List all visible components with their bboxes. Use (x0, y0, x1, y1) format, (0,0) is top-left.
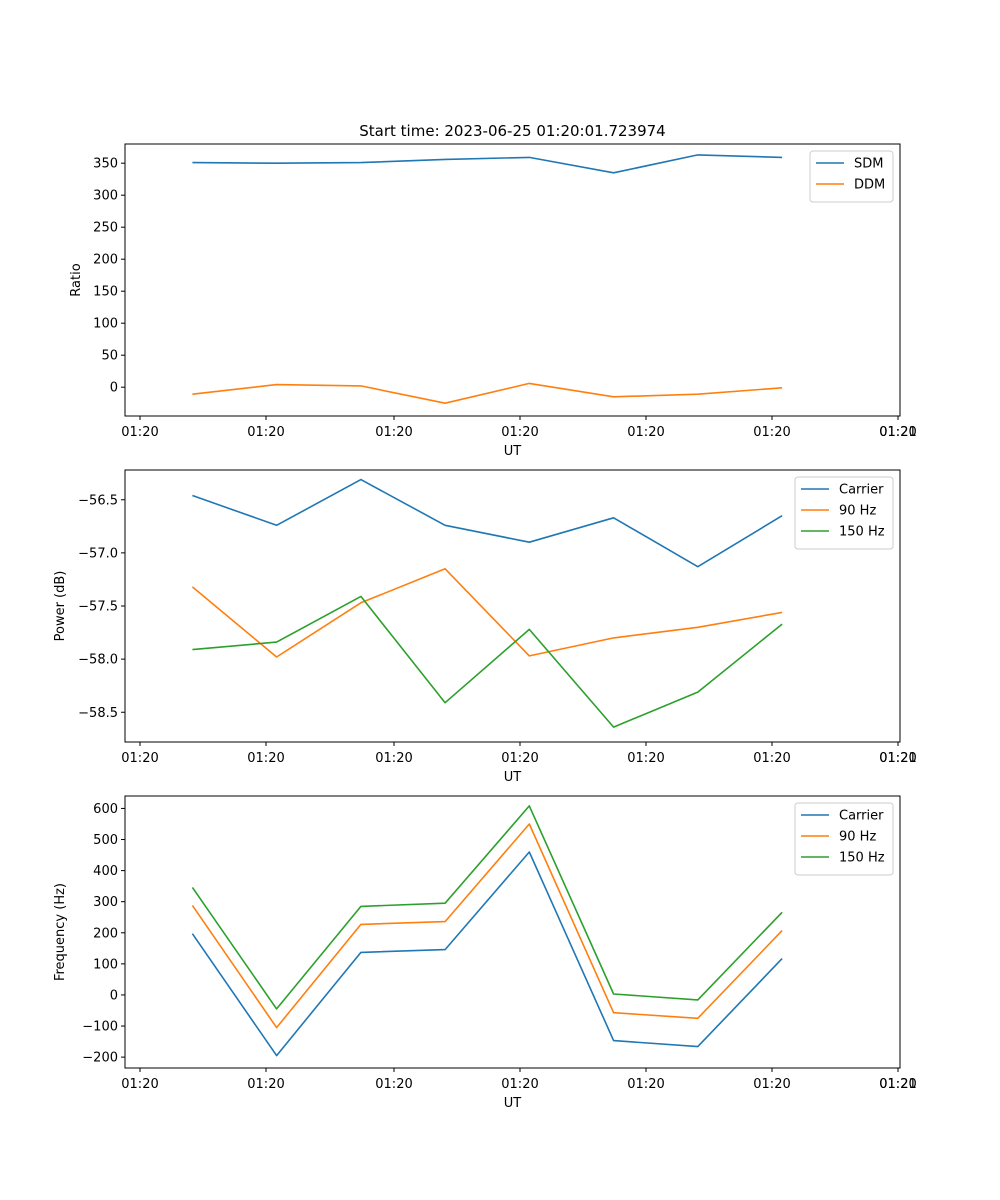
legend-label: 90 Hz (839, 504, 876, 519)
axes-frame (124, 143, 901, 417)
x-axis-label: UT (504, 444, 522, 459)
x-tick-label: 01:20 (121, 1077, 158, 1092)
y-tick-label: −57.0 (78, 546, 118, 561)
y-axis-label: Ratio (69, 263, 84, 296)
legend-label: 90 Hz (839, 830, 876, 845)
x-tick-label: 01:20 (375, 1077, 412, 1092)
x-tick-label: 01:20 (627, 1077, 664, 1092)
y-tick-label: 400 (93, 864, 118, 879)
x-tick-label: 01:20 (501, 1077, 538, 1092)
series-line-carrier (192, 478, 783, 568)
y-tick-label: 300 (93, 895, 118, 910)
x-tick-label: 01:20 (375, 425, 412, 440)
x-tick-label: 01:20 (879, 751, 916, 766)
y-tick-label: 500 (93, 833, 118, 848)
legend-label: Carrier (839, 809, 884, 824)
y-tick-label: −200 (82, 1051, 118, 1066)
x-tick-label: 01:20 (753, 1077, 790, 1092)
chart-panel-3: 01:20 01:20 01:20 01:20 01:20 01:20 01:2001:21… (53, 795, 917, 1111)
x-tick-label: 01:21 (879, 1077, 916, 1092)
legend-label: SDM (854, 157, 883, 172)
x-tick-label: 01:20 (501, 425, 538, 440)
legend: Carrier 90 Hz 150 Hz (794, 476, 894, 550)
series-line-carrier (191, 851, 783, 1057)
x-tick-label: 01:20 (627, 425, 664, 440)
y-tick-label: 350 (93, 157, 118, 172)
chart-panel-2: 01:20 01:20 01:20 01:20 01:20 01:20 01:2001:21… (53, 469, 917, 785)
x-tick-label: 01:20 (247, 425, 284, 440)
axes-frame (124, 795, 901, 1069)
y-tick-label: −100 (82, 1020, 118, 1035)
x-tick-label: 01:20 (879, 1077, 916, 1092)
y-tick-label: −58.5 (78, 706, 118, 721)
x-axis-label: UT (504, 1096, 522, 1111)
legend-label: Carrier (839, 483, 884, 498)
series-line-150-hz (192, 595, 783, 728)
y-tick-label: 200 (93, 253, 118, 268)
y-tick-label: 600 (93, 802, 118, 817)
y-tick-label: −56.5 (78, 493, 118, 508)
y-tick-label: −58.0 (78, 653, 118, 668)
x-tick-label: 01:21 (879, 751, 916, 766)
y-tick-label: 100 (93, 317, 118, 332)
series-line-150-hz (191, 805, 783, 1010)
y-axis-label: Power (dB) (53, 571, 68, 642)
legend-label: 150 Hz (839, 525, 885, 540)
x-tick-label: 01:20 (753, 751, 790, 766)
y-tick-label: 250 (93, 221, 118, 236)
chart-panel-1: Start time: 2023-06-25 01:20:01.72397401… (69, 122, 917, 459)
legend-label: 150 Hz (839, 851, 885, 866)
chart-title: Start time: 2023-06-25 01:20:01.723974 (359, 122, 665, 140)
y-tick-label: 50 (101, 349, 118, 364)
series-line-sdm (192, 154, 783, 174)
y-tick-label: 0 (110, 988, 118, 1003)
x-tick-label: 01:20 (627, 751, 664, 766)
x-tick-label: 01:20 (501, 751, 538, 766)
x-tick-label: 01:20 (247, 1077, 284, 1092)
x-axis-label: UT (504, 770, 522, 785)
y-tick-label: −57.5 (78, 600, 118, 615)
y-tick-label: 150 (93, 285, 118, 300)
x-tick-label: 01:20 (121, 751, 158, 766)
axes-frame (124, 469, 901, 743)
legend: SDM DDM (809, 150, 894, 203)
y-tick-label: 100 (93, 957, 118, 972)
legend-label: DDM (854, 178, 885, 193)
x-tick-label: 01:20 (753, 425, 790, 440)
y-tick-label: 0 (110, 381, 118, 396)
x-tick-label: 01:20 (375, 751, 412, 766)
y-tick-label: 300 (93, 189, 118, 204)
x-tick-label: 01:21 (879, 425, 916, 440)
y-axis-label: Frequency (Hz) (53, 883, 68, 981)
legend: Carrier 90 Hz 150 Hz (794, 802, 894, 876)
x-tick-label: 01:20 (247, 751, 284, 766)
x-tick-label: 01:20 (879, 425, 916, 440)
series-line-90-hz (191, 823, 783, 1029)
series-line-90-hz (191, 567, 783, 658)
series-line-ddm (192, 382, 783, 405)
x-tick-label: 01:20 (121, 425, 158, 440)
y-tick-label: 200 (93, 926, 118, 941)
